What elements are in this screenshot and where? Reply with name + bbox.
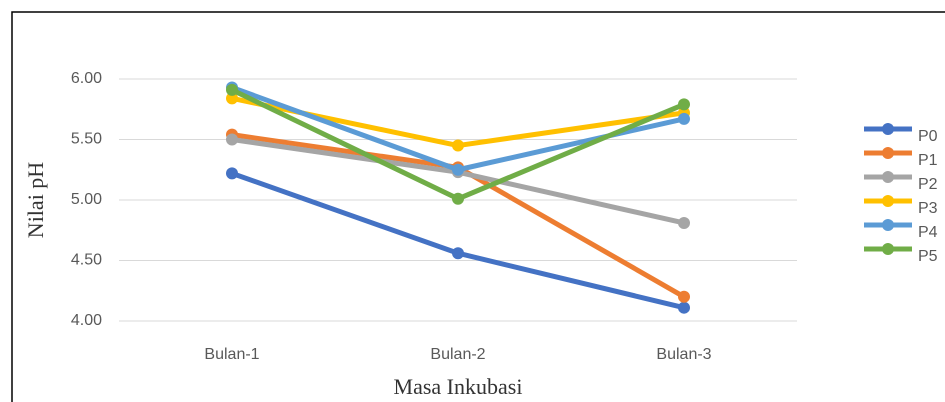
y-tick-label: 6.00 (71, 70, 102, 87)
point (678, 301, 690, 314)
point (452, 163, 464, 176)
point (226, 133, 238, 146)
series-line (229, 137, 687, 226)
legend-marker (882, 219, 894, 231)
point (452, 247, 464, 260)
series-line (229, 84, 687, 173)
point (226, 167, 238, 180)
legend-label: P4 (918, 224, 938, 241)
x-tick-label: Bulan-2 (430, 346, 485, 363)
legend-marker (882, 195, 894, 207)
series-line (229, 132, 687, 300)
legend-label: P5 (918, 248, 938, 265)
legend-marker (882, 123, 894, 135)
y-tick-label: 5.00 (71, 191, 102, 208)
y-tick-label: 4.00 (71, 312, 102, 329)
x-axis-title: Masa Inkubasi (394, 374, 523, 399)
point (452, 139, 464, 152)
y-tick-label: 5.50 (71, 131, 102, 148)
point (678, 98, 690, 111)
x-tick-label: Bulan-1 (204, 346, 259, 363)
legend-label: P1 (918, 152, 938, 169)
point (226, 83, 238, 96)
point (678, 216, 690, 229)
legend-label: P2 (918, 176, 938, 193)
legend-marker (882, 243, 894, 255)
point (226, 92, 238, 105)
legend-label: P3 (918, 200, 938, 217)
chart-frame (11, 11, 945, 402)
x-tick-label: Bulan-3 (656, 346, 711, 363)
point (678, 290, 690, 303)
point (452, 192, 464, 205)
legend-marker (882, 171, 894, 183)
legend-marker (882, 147, 894, 159)
point (678, 112, 690, 125)
legend-label: P0 (918, 128, 938, 145)
y-tick-label: 4.50 (71, 252, 102, 269)
y-axis-title: Nilai pH (23, 162, 48, 238)
